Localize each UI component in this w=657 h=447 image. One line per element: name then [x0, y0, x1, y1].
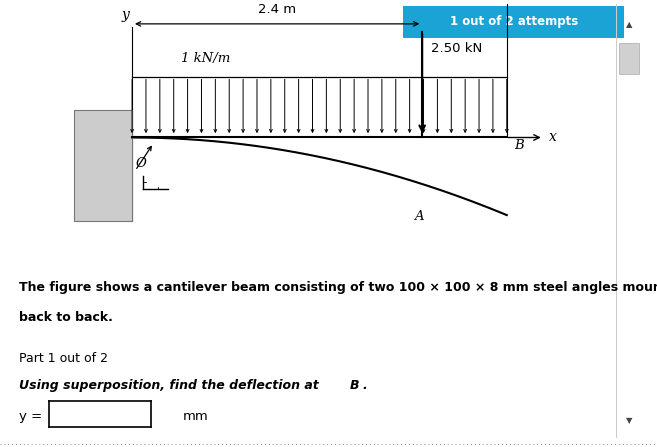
- Text: 2.50 kN: 2.50 kN: [432, 42, 483, 55]
- Text: Using superposition, find the deflection at: Using superposition, find the deflection…: [18, 379, 327, 392]
- Text: .: .: [362, 379, 367, 392]
- Text: back to back.: back to back.: [18, 311, 112, 324]
- Text: y: y: [122, 8, 130, 22]
- Text: 1 out of 2 attempts: 1 out of 2 attempts: [449, 15, 578, 29]
- Bar: [619, 43, 639, 74]
- Text: Part 1 out of 2: Part 1 out of 2: [18, 352, 108, 365]
- Text: B: B: [514, 139, 524, 152]
- Text: 1 kN/m: 1 kN/m: [181, 52, 231, 65]
- Text: The figure shows a cantilever beam consisting of two 100 × 100 × 8 mm steel angl: The figure shows a cantilever beam consi…: [18, 281, 657, 294]
- Text: ▼: ▼: [625, 416, 632, 425]
- Text: x: x: [549, 131, 556, 144]
- Text: mm: mm: [183, 409, 208, 422]
- Text: next: next: [520, 425, 548, 435]
- Bar: [74, 110, 132, 221]
- Text: y =: y =: [18, 409, 42, 422]
- Text: A: A: [415, 210, 424, 223]
- Text: O: O: [135, 157, 146, 170]
- Text: ▲: ▲: [625, 20, 632, 29]
- Text: 2.4 m: 2.4 m: [258, 3, 296, 16]
- Text: B: B: [350, 379, 359, 392]
